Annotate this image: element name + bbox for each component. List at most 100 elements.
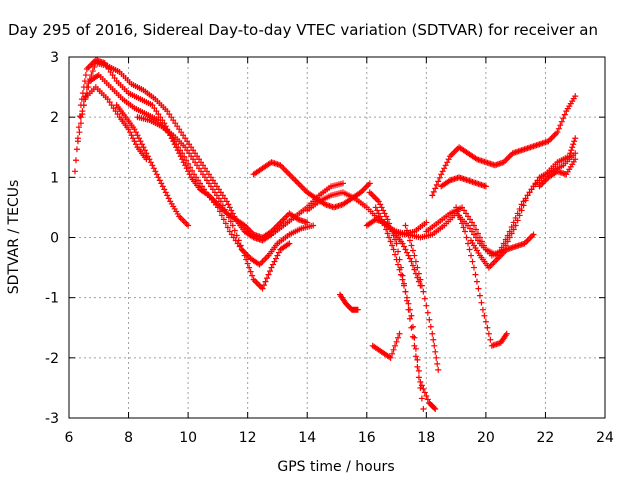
data-point: [383, 213, 390, 220]
data-point: [226, 228, 233, 235]
data-point: [512, 222, 519, 229]
data-point: [415, 270, 422, 277]
data-point: [572, 135, 579, 142]
data-point: [482, 318, 489, 325]
data-point: [406, 237, 413, 244]
data-point: [558, 118, 565, 125]
data-point: [462, 228, 469, 235]
data-point: [141, 147, 148, 154]
data-point: [436, 174, 443, 181]
data-point: [150, 165, 157, 172]
data-point: [225, 214, 232, 221]
data-point: [182, 144, 189, 151]
x-tick-label: 20: [477, 430, 495, 446]
data-point: [395, 261, 402, 268]
y-axis-label: SDTVAR / TECUs: [6, 180, 22, 295]
data-point: [169, 135, 176, 142]
data-point: [387, 224, 394, 231]
data-point: [378, 204, 385, 211]
data-point: [235, 237, 242, 244]
data-point: [265, 271, 272, 278]
data-point: [203, 177, 210, 184]
data-point: [149, 102, 156, 109]
data-point: [172, 120, 179, 127]
data-point: [236, 243, 243, 250]
data-point: [225, 201, 232, 208]
data-point: [217, 189, 224, 196]
data-point: [205, 180, 212, 187]
data-point: [470, 264, 477, 271]
data-point: [567, 150, 574, 157]
data-point: [453, 204, 460, 211]
data-point: [530, 231, 537, 238]
data-point: [176, 126, 183, 133]
data-point: [387, 238, 394, 245]
data-point: [286, 240, 293, 247]
series-2: [74, 60, 346, 244]
data-point: [460, 224, 467, 231]
data-point: [430, 188, 437, 195]
data-point: [426, 316, 433, 323]
data-point: [125, 126, 132, 133]
data-point: [207, 183, 214, 190]
data-point: [423, 392, 430, 399]
data-point: [434, 360, 441, 367]
data-point: [396, 330, 403, 337]
data-point: [143, 150, 150, 157]
data-point: [442, 162, 449, 169]
data-point: [384, 230, 391, 237]
data-point: [161, 186, 168, 193]
data-point: [262, 278, 269, 285]
x-tick-label: 6: [65, 430, 74, 446]
data-point: [153, 171, 160, 178]
data-point: [249, 272, 256, 279]
data-point: [213, 183, 220, 190]
data-point: [411, 252, 418, 259]
data-point: [114, 111, 121, 118]
series-6: [134, 114, 293, 292]
y-tick-label: 2: [50, 110, 59, 126]
data-point: [401, 282, 407, 289]
data-point: [414, 363, 421, 370]
data-point: [133, 141, 139, 148]
data-point: [424, 309, 431, 316]
data-point: [469, 258, 476, 265]
data-point: [393, 240, 400, 247]
data-point: [74, 138, 81, 145]
data-point: [246, 264, 253, 271]
data-point: [445, 156, 452, 163]
data-point: [200, 186, 207, 193]
data-point: [468, 219, 475, 226]
data-point: [106, 99, 113, 106]
data-point: [264, 275, 271, 282]
data-point: [200, 171, 206, 178]
data-point: [233, 232, 240, 239]
data-point: [402, 222, 409, 229]
data-point: [209, 177, 216, 184]
data-point: [414, 264, 421, 271]
data-point: [498, 244, 505, 251]
data-point: [466, 246, 473, 253]
data-point: [197, 180, 204, 187]
data-point: [420, 405, 427, 412]
data-point: [433, 181, 440, 188]
data-point: [401, 243, 407, 250]
series-5: [113, 102, 192, 229]
data-point: [239, 247, 246, 254]
data-point: [427, 323, 434, 330]
data-point: [571, 138, 578, 145]
data-point: [399, 240, 406, 247]
data-point: [164, 108, 171, 115]
data-point: [228, 207, 235, 214]
data-point: [500, 240, 507, 247]
data-point: [463, 234, 470, 241]
data-point: [403, 294, 410, 301]
data-point: [156, 177, 163, 184]
data-point: [481, 312, 488, 319]
data-point: [468, 252, 474, 259]
y-tick-label: 1: [50, 170, 59, 186]
data-point: [478, 238, 485, 245]
data-point: [164, 192, 171, 199]
data-point: [383, 226, 390, 233]
data-point: [463, 210, 470, 217]
